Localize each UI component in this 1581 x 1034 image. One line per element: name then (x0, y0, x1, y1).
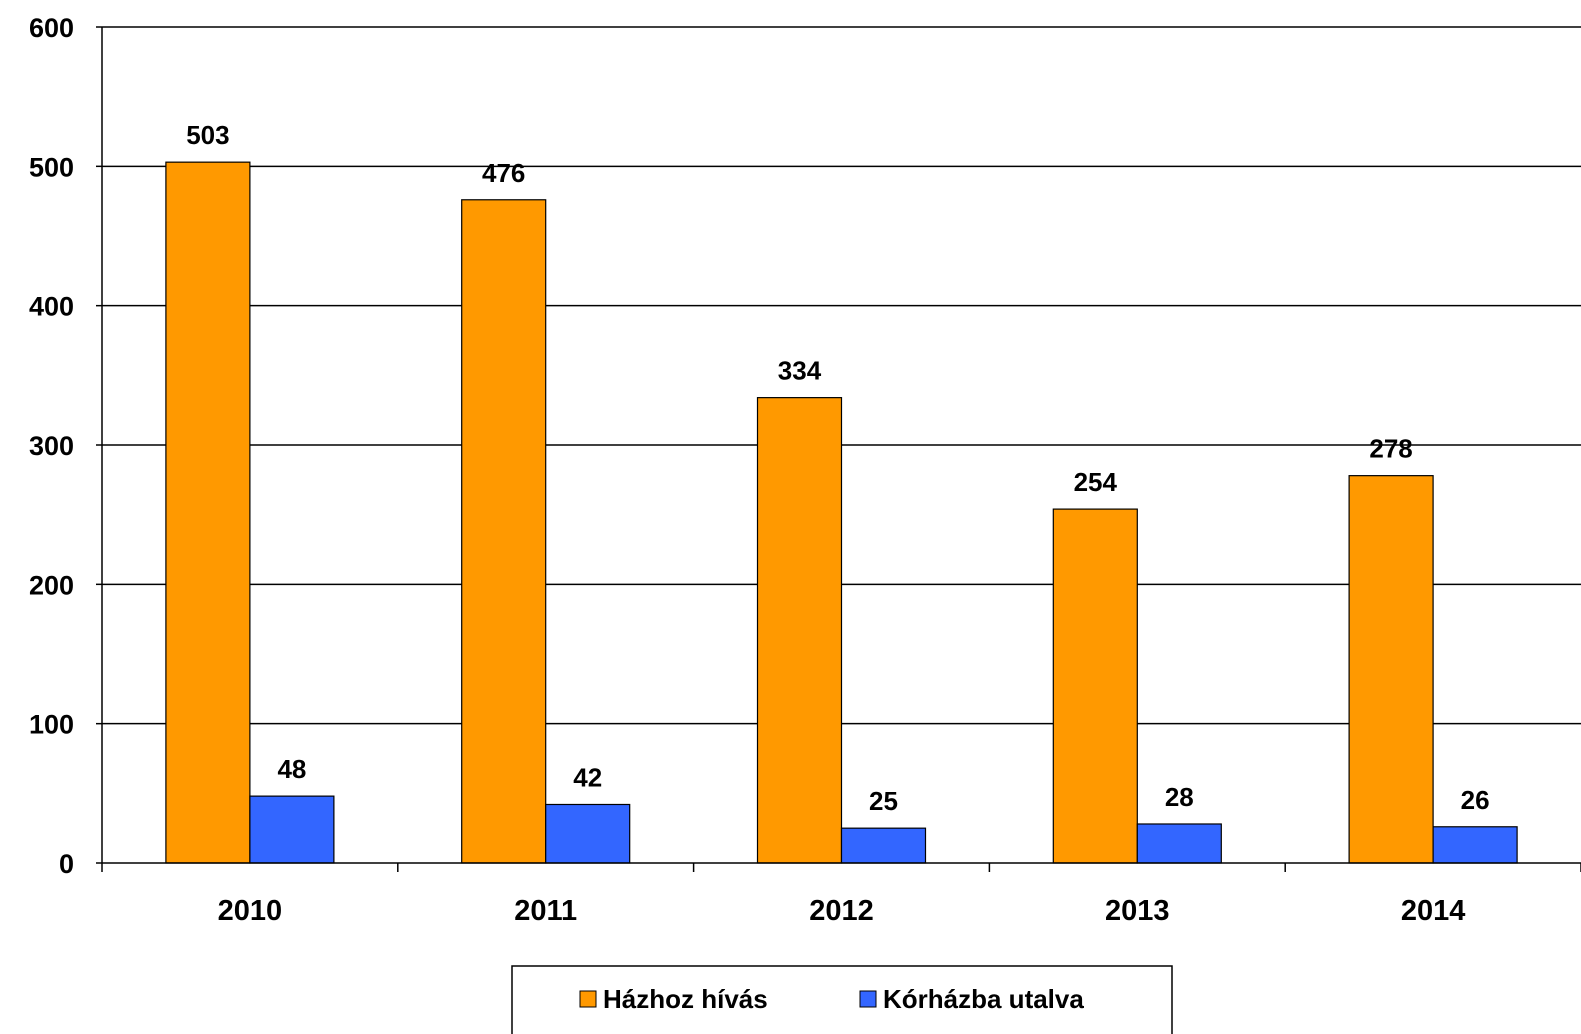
y-tick-label: 0 (59, 849, 74, 879)
bars (165, 161, 1518, 864)
x-tick-label: 2012 (809, 895, 874, 927)
bar-hazhoz-hivas-2010 (165, 161, 251, 864)
y-tick-label: 100 (29, 710, 74, 740)
y-tick-label: 400 (29, 292, 74, 322)
bar-hazhoz-hivas-2014 (1348, 475, 1434, 864)
bar-hazhoz-hivas-2012 (756, 397, 843, 864)
axes (96, 26, 1581, 872)
data-label: 503 (186, 120, 229, 150)
labels: 0 100 200 300 400 500 600 503 48 2010 476 42 2011 334… (29, 13, 1490, 927)
data-label: 254 (1074, 467, 1118, 497)
x-tick-label: 2014 (1401, 895, 1466, 927)
legend-label-hazhoz-hivas: Házhoz hívás (603, 984, 768, 1014)
legend-box (511, 965, 1173, 1034)
data-label: 278 (1369, 434, 1412, 464)
data-label: 28 (1165, 782, 1194, 812)
y-tick-label: 300 (29, 431, 74, 461)
bar-hazhoz-hivas-2011 (461, 199, 547, 864)
bar-korhazba-utalva-2010 (249, 795, 335, 864)
y-tick-label: 500 (29, 152, 74, 182)
data-label: 334 (778, 356, 822, 386)
data-label: 42 (573, 762, 602, 792)
legend-label-korhazba-utalva: Kórházba utalva (883, 984, 1084, 1014)
x-tick-label: 2013 (1105, 895, 1170, 927)
bar-hazhoz-hivas-2013 (1052, 508, 1138, 864)
legend-swatch-korhazba-utalva (859, 990, 877, 1008)
bar-korhazba-utalva-2012 (840, 827, 927, 864)
data-label: 48 (277, 754, 306, 784)
x-tick-label: 2011 (514, 895, 577, 927)
data-label: 25 (869, 786, 898, 816)
bar-korhazba-utalva-2013 (1136, 823, 1222, 864)
y-tick-label: 200 (29, 570, 74, 600)
bar-korhazba-utalva-2014 (1432, 826, 1518, 864)
x-tick-label: 2010 (218, 895, 283, 927)
legend-swatch-hazhoz-hivas (579, 990, 597, 1008)
data-label: 476 (482, 158, 525, 188)
data-label: 26 (1461, 785, 1490, 815)
y-tick-label: 600 (29, 13, 74, 43)
legend: Házhoz hívás Kórházba utalva (511, 965, 1173, 1034)
bar-korhazba-utalva-2011 (545, 803, 631, 864)
